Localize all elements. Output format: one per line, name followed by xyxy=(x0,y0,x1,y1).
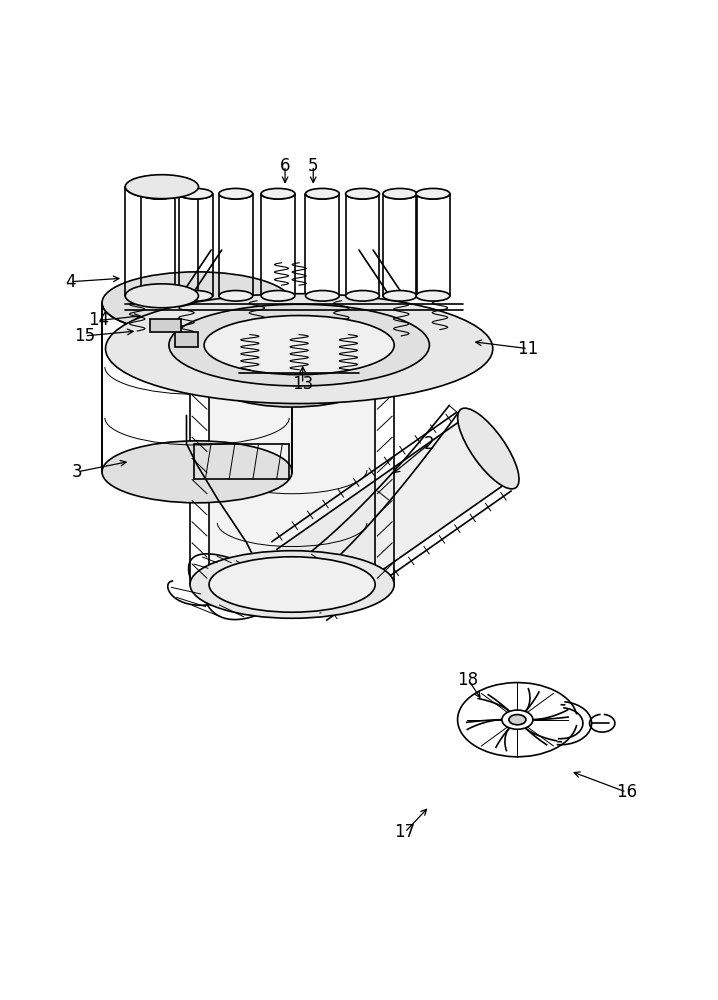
Ellipse shape xyxy=(457,408,519,489)
Text: 6: 6 xyxy=(280,157,290,175)
Ellipse shape xyxy=(383,188,416,199)
Ellipse shape xyxy=(416,291,450,301)
Text: 4: 4 xyxy=(65,273,75,291)
Ellipse shape xyxy=(416,188,450,199)
Ellipse shape xyxy=(106,294,493,404)
Ellipse shape xyxy=(219,291,253,301)
Text: 17: 17 xyxy=(394,823,415,841)
Ellipse shape xyxy=(345,291,379,301)
Ellipse shape xyxy=(204,316,394,375)
Text: 11: 11 xyxy=(518,340,538,358)
Text: 13: 13 xyxy=(292,375,313,393)
Text: 14: 14 xyxy=(88,311,109,329)
Ellipse shape xyxy=(261,188,295,199)
Polygon shape xyxy=(277,420,506,613)
Ellipse shape xyxy=(502,710,533,729)
Ellipse shape xyxy=(383,291,416,301)
Bar xyxy=(175,332,197,347)
Text: 18: 18 xyxy=(457,671,479,689)
Ellipse shape xyxy=(179,188,213,199)
Ellipse shape xyxy=(141,291,175,301)
Ellipse shape xyxy=(305,291,340,301)
Ellipse shape xyxy=(261,291,295,301)
Bar xyxy=(149,319,181,332)
Polygon shape xyxy=(209,380,376,577)
Text: 2: 2 xyxy=(424,435,434,453)
Ellipse shape xyxy=(190,551,394,618)
Ellipse shape xyxy=(102,441,292,503)
Ellipse shape xyxy=(125,284,198,308)
Ellipse shape xyxy=(102,272,292,334)
Ellipse shape xyxy=(345,188,379,199)
Ellipse shape xyxy=(125,175,198,199)
Text: 15: 15 xyxy=(74,327,95,345)
Ellipse shape xyxy=(201,339,383,407)
Ellipse shape xyxy=(305,188,340,199)
Ellipse shape xyxy=(169,304,429,386)
Ellipse shape xyxy=(219,188,253,199)
Text: 3: 3 xyxy=(72,463,83,481)
Ellipse shape xyxy=(141,188,175,199)
Text: 5: 5 xyxy=(308,157,319,175)
Ellipse shape xyxy=(209,557,376,612)
Ellipse shape xyxy=(179,291,213,301)
Ellipse shape xyxy=(509,715,526,725)
Text: 16: 16 xyxy=(616,783,637,801)
